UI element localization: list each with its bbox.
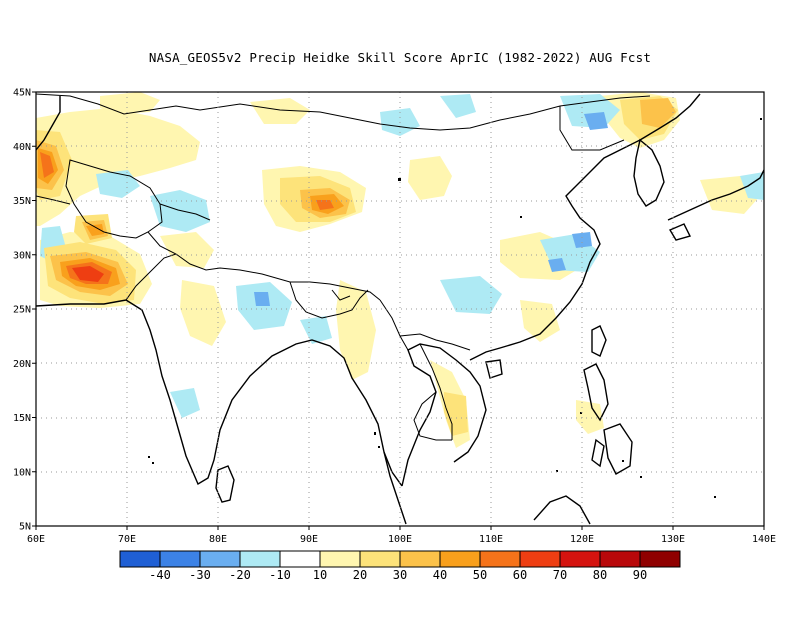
latitude-axis: 5N 10N 15N 20N 25N 30N 35N 40N 45N <box>13 88 36 533</box>
lat-tick-label: 40N <box>13 142 31 153</box>
colorbar-label: -20 <box>229 568 251 582</box>
colorbar-label: -40 <box>149 568 171 582</box>
lat-tick-label: 35N <box>13 196 31 207</box>
colorbar-swatch <box>199 550 241 568</box>
lat-tick-label: 45N <box>13 88 31 99</box>
colorbar-swatch <box>559 550 601 568</box>
lat-tick-label: 30N <box>13 250 31 261</box>
colorbar-label: -10 <box>269 568 291 582</box>
country-borders <box>36 93 651 441</box>
lat-tick-label: 15N <box>13 413 31 424</box>
lat-tick-label: 10N <box>13 467 31 478</box>
colorbar-label: 30 <box>393 568 407 582</box>
coastlines <box>36 93 764 525</box>
lat-tick-label: 5N <box>19 522 31 533</box>
lon-tick-label: 130E <box>661 534 685 545</box>
colorbar-swatch <box>319 550 361 568</box>
colorbar-label: 10 <box>313 568 327 582</box>
lon-tick-label: 80E <box>209 534 227 545</box>
colorbar-swatch <box>599 550 641 568</box>
colorbar-label: -30 <box>189 568 211 582</box>
colorbar-swatch <box>279 550 321 568</box>
colorbar-swatch <box>359 550 401 568</box>
lon-tick-label: 110E <box>479 534 503 545</box>
colorbar-label: 50 <box>473 568 487 582</box>
colorbar-swatch <box>399 550 441 568</box>
colorbar-label: 20 <box>353 568 367 582</box>
lat-tick-label: 25N <box>13 305 31 316</box>
colorbar-swatch <box>119 550 161 568</box>
island-marks <box>148 118 762 498</box>
colorbar-swatch <box>479 550 521 568</box>
colorbar-swatch <box>439 550 481 568</box>
lat-tick-label: 20N <box>13 359 31 370</box>
colorbar: -40 -30 -20 -10 10 20 30 40 50 60 70 80 90 <box>119 550 681 582</box>
colorbar-label: 60 <box>513 568 527 582</box>
shaded-contours <box>36 92 764 448</box>
lon-tick-label: 100E <box>388 534 412 545</box>
colorbar-label: 70 <box>553 568 567 582</box>
longitude-axis: 60E 70E 80E 90E 100E 110E 120E 130E 140E <box>27 526 776 545</box>
colorbar-swatch <box>159 550 201 568</box>
colorbar-label: 90 <box>633 568 647 582</box>
colorbar-swatch <box>519 550 561 568</box>
colorbar-label: 40 <box>433 568 447 582</box>
lon-tick-label: 120E <box>570 534 594 545</box>
lon-tick-label: 90E <box>300 534 318 545</box>
colorbar-label: 80 <box>593 568 607 582</box>
lon-tick-label: 140E <box>752 534 776 545</box>
lon-tick-label: 60E <box>27 534 45 545</box>
map-title: NASA_GEOS5v2 Precip Heidke Skill Score A… <box>148 50 652 65</box>
colorbar-swatch <box>239 550 281 568</box>
colorbar-swatch <box>639 550 681 568</box>
lon-tick-label: 70E <box>118 534 136 545</box>
